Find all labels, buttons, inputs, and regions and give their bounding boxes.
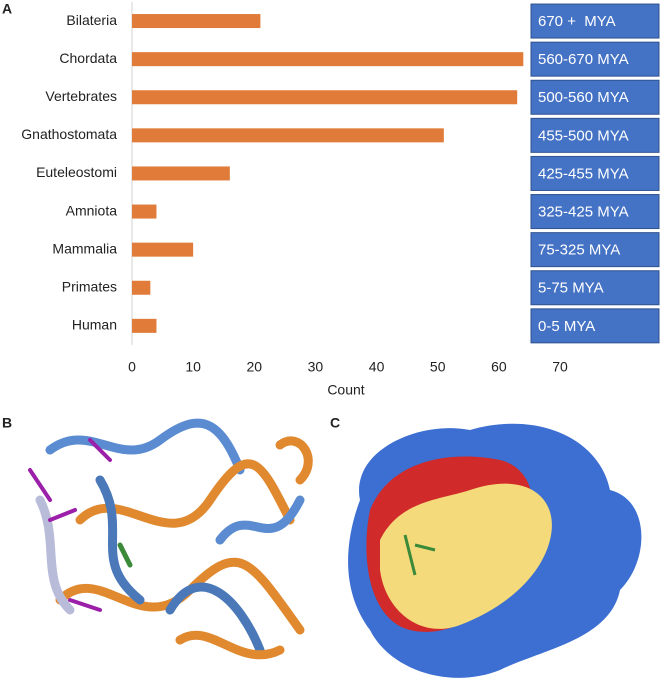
x-tick-label: 30 <box>308 359 324 375</box>
x-tick-label: 60 <box>491 359 507 375</box>
bar <box>132 280 151 295</box>
age-box <box>530 155 660 191</box>
panel-label: A <box>2 1 12 17</box>
age-box <box>530 79 660 115</box>
age-label: 75-325 MYA <box>538 242 620 259</box>
protein-ribbon-image <box>28 418 313 660</box>
x-tick-label: 10 <box>185 359 201 375</box>
bar <box>132 128 444 143</box>
age-box <box>530 41 660 77</box>
panel-label: C <box>330 415 340 431</box>
age-box <box>530 308 660 344</box>
age-label: 5-75 MYA <box>538 280 604 297</box>
y-tick-label: Human <box>72 317 117 333</box>
y-tick-label: Chordata <box>59 50 117 66</box>
protein-surface-image <box>348 423 642 678</box>
y-tick-label: Mammalia <box>52 240 117 256</box>
y-tick-label: Amniota <box>66 202 118 218</box>
x-tick-label: 70 <box>552 359 568 375</box>
bar <box>132 242 194 257</box>
x-tick-label: 40 <box>369 359 385 375</box>
bar <box>132 14 261 29</box>
y-tick-label: Vertebrates <box>45 88 117 104</box>
bar <box>132 90 518 105</box>
y-tick-label: Bilateria <box>66 12 117 28</box>
age-label: 325-425 MYA <box>538 204 629 221</box>
bar <box>132 166 230 181</box>
bar <box>132 52 524 67</box>
y-tick-label: Primates <box>62 278 117 294</box>
y-tick-label: Gnathostomata <box>21 126 117 142</box>
bar <box>132 204 157 219</box>
age-box <box>530 194 660 230</box>
x-axis-label: Count <box>327 382 364 398</box>
age-label: 670 + MYA <box>538 13 616 30</box>
age-box <box>530 3 660 39</box>
age-box <box>530 270 660 306</box>
age-label: 500-560 MYA <box>538 89 629 106</box>
age-box <box>530 117 660 153</box>
panel-label: B <box>2 415 12 431</box>
y-tick-label: Euteleostomi <box>36 164 117 180</box>
x-tick-label: 20 <box>246 359 262 375</box>
age-label: 425-455 MYA <box>538 165 629 182</box>
age-label: 560-670 MYA <box>538 51 629 68</box>
x-tick-label: 0 <box>128 359 136 375</box>
bar <box>132 318 157 333</box>
age-label: 455-500 MYA <box>538 127 629 144</box>
age-label: 0-5 MYA <box>538 318 595 335</box>
x-tick-label: 50 <box>430 359 446 375</box>
age-box <box>530 232 660 268</box>
